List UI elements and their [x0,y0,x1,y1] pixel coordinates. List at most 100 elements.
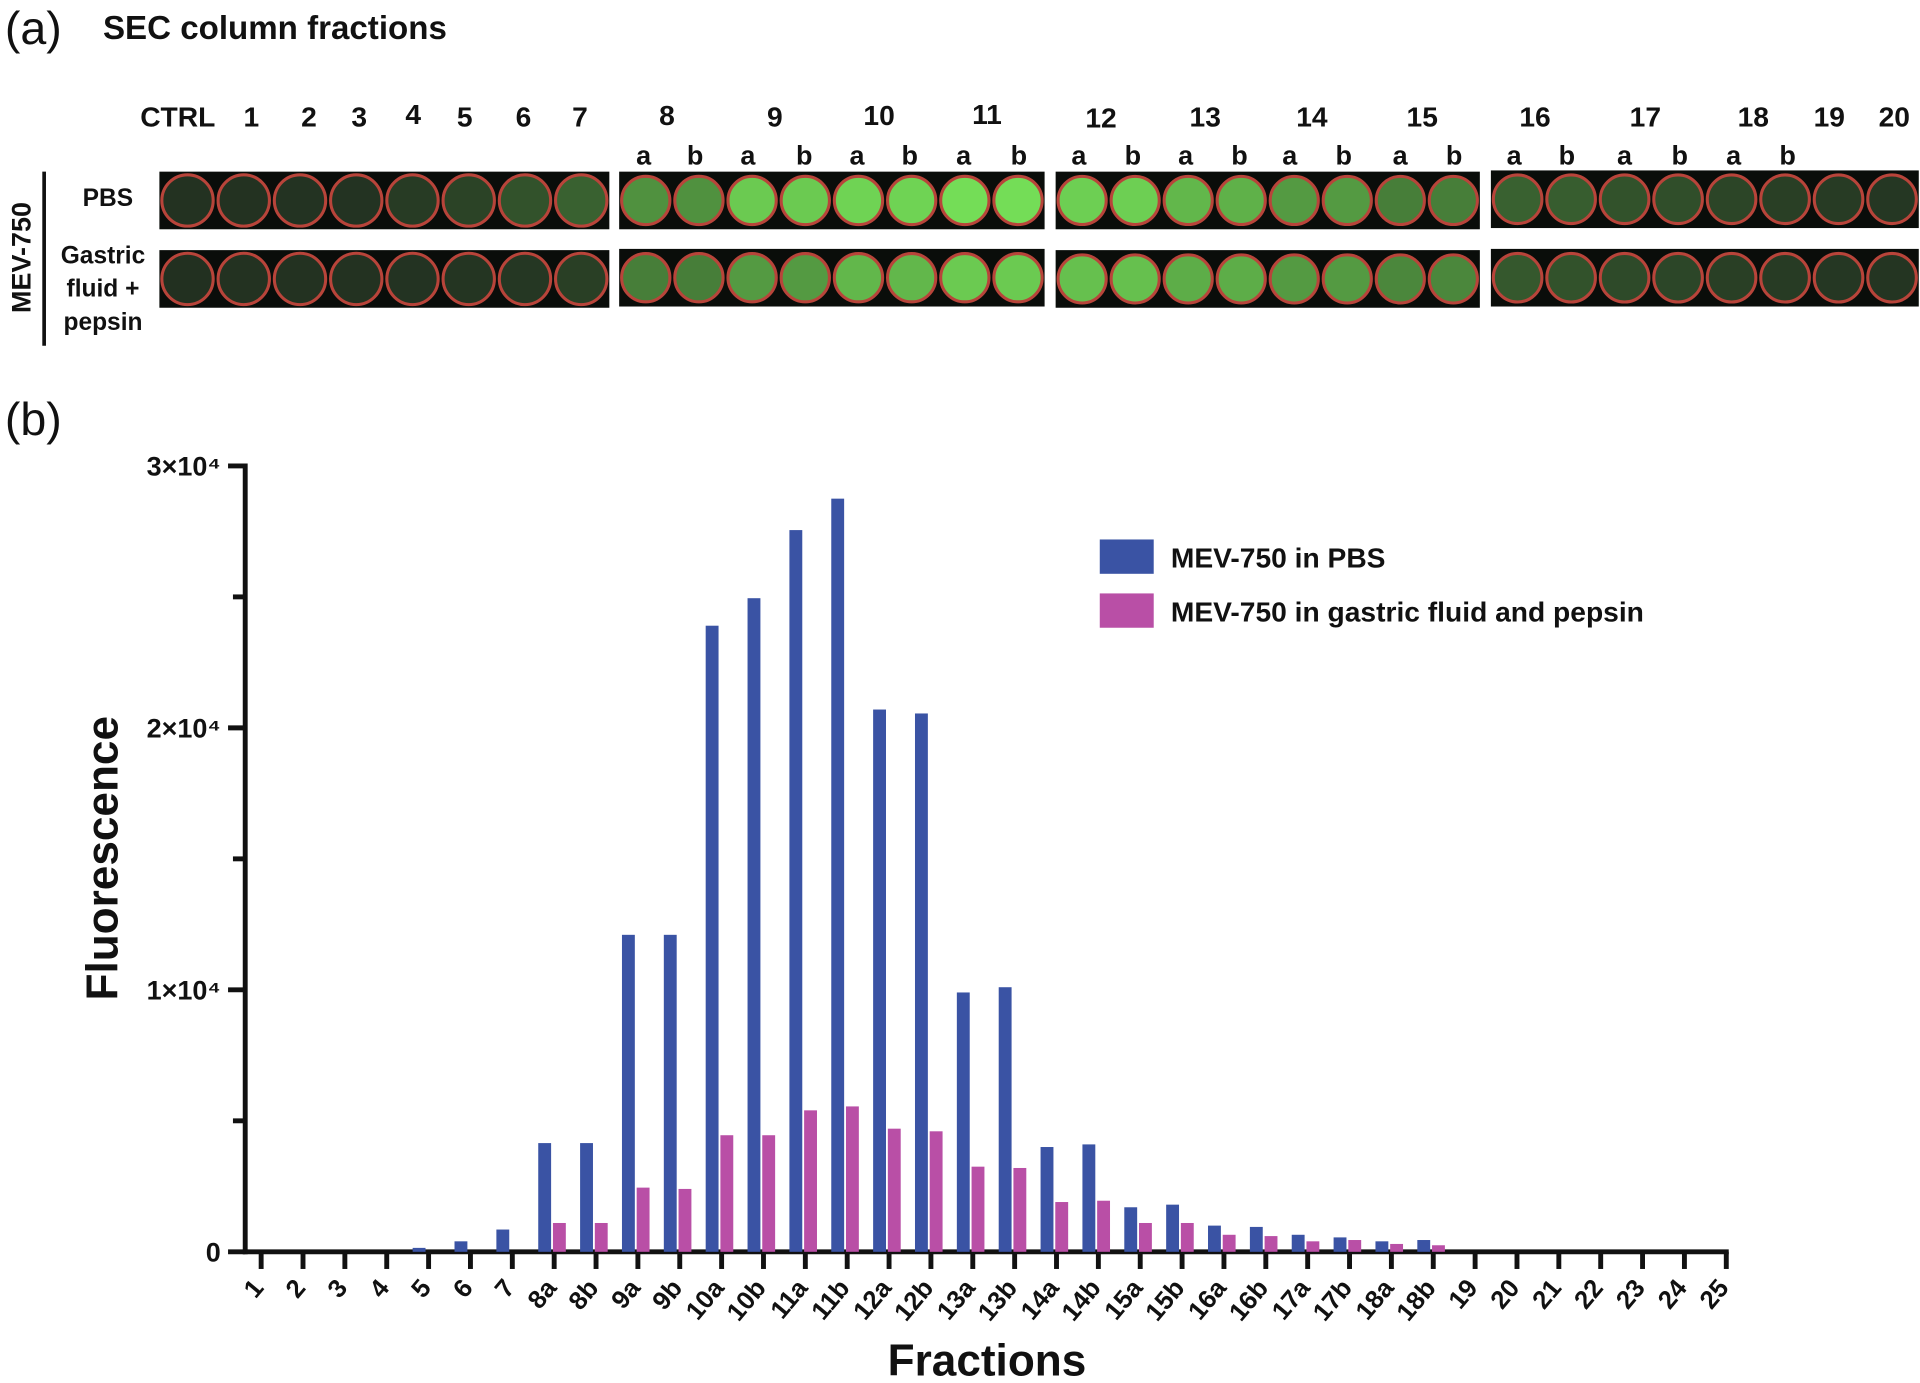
bar [914,713,928,1252]
well [992,252,1044,304]
bar [1055,1202,1069,1252]
column-label: 7 [572,100,588,132]
well [1812,251,1865,304]
x-tick-label: 1 [239,1274,270,1303]
x-tick-label: 16a [1183,1274,1232,1325]
well [620,252,672,304]
well-letter: a [1071,140,1087,170]
well [1491,173,1544,226]
x-tick-label: 24 [1653,1274,1693,1314]
well [939,174,991,227]
well [1652,173,1704,226]
well [1759,173,1811,226]
column-label: 14 [1296,100,1328,132]
bar [454,1241,468,1252]
well [1598,251,1651,304]
well [1374,174,1426,227]
bar [929,1131,943,1252]
legend-label: MEV-750 in gastric fluid and pepsin [1171,596,1644,628]
well [385,173,440,228]
well [673,174,725,227]
x-tick-label: 16b [1224,1274,1274,1326]
bar [873,709,886,1252]
well [726,174,778,227]
x-tick-label: 10b [722,1274,772,1326]
x-tick-label: 15b [1140,1274,1190,1326]
bar [1166,1204,1180,1252]
well-letter: b [1671,140,1687,170]
well [554,173,609,228]
bar [789,530,803,1252]
bar [705,625,719,1252]
well-letter: a [1726,140,1742,170]
well [497,251,553,307]
column-label: 10 [863,99,894,131]
bar [998,987,1012,1252]
x-tick-label: 13a [932,1274,981,1325]
well-letter: b [796,140,812,170]
bar [747,598,761,1252]
well [1268,253,1320,305]
x-tick-label: 8b [564,1274,605,1315]
bar [845,1106,859,1252]
well [216,251,271,307]
well [1759,251,1811,304]
bar [1082,1144,1096,1252]
x-tick-label: 9a [606,1274,646,1314]
well [441,251,496,307]
well [832,252,885,304]
well-letter: a [1507,140,1523,170]
x-tick-label: 10a [681,1274,730,1325]
x-tick-label: 11a [765,1274,814,1324]
bar [1180,1222,1194,1252]
well [272,173,328,228]
well [779,174,831,227]
y-tick-label: 3×10⁴ [147,452,221,482]
well [160,251,215,307]
well [329,251,384,307]
well [1321,174,1373,227]
column-label: 11 [972,98,1002,130]
bar [956,992,970,1252]
bar [1375,1241,1389,1252]
well [497,173,553,228]
well [885,252,938,304]
row-group-label: MEV-750 [7,202,37,313]
legend-label: MEV-750 in PBS [1171,542,1386,574]
bar [580,1143,593,1252]
well [554,251,609,307]
bar [971,1166,985,1252]
x-tick-label: 11b [806,1274,855,1325]
column-label: 18 [1738,100,1769,132]
bar [1040,1147,1054,1252]
column-label: 17 [1630,100,1661,132]
row-label: fluid + [67,276,140,303]
well-letter: b [901,140,917,170]
bar [496,1229,510,1252]
x-tick-label: 22 [1569,1274,1609,1314]
well-letter: a [1282,140,1298,170]
x-tick-label: 18a [1351,1274,1400,1325]
x-tick-label: 4 [364,1274,395,1303]
bar [621,934,635,1252]
well [1427,253,1479,305]
well [832,174,885,227]
well [1162,174,1214,227]
column-label: 19 [1814,100,1845,132]
well-letter: b [1559,140,1575,170]
x-tick-label: 12b [889,1274,939,1326]
row-label: Gastric [61,243,146,270]
well [885,174,938,227]
well [329,173,384,228]
plates: CTRL 1 2 3 4 5 6 7 8 9 10 11 12 13 14 15 16 17 18 19 20a b a b a… [140,98,1919,308]
well-letter: b [1011,140,1027,170]
bar [1139,1222,1152,1252]
row-label: PBS [83,185,133,212]
column-label: 20 [1879,100,1910,132]
bar [1348,1240,1362,1252]
well [1268,174,1320,227]
x-tick-label: 17a [1267,1274,1316,1325]
panel-label: (a) [5,2,62,54]
column-label: 1 [243,100,259,132]
